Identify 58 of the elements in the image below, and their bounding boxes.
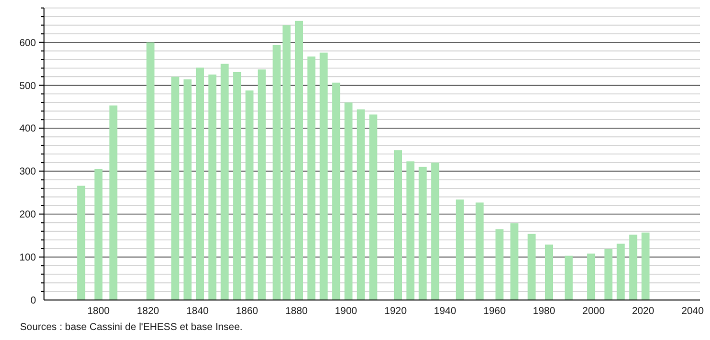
bar [109, 105, 118, 300]
y-tick-label: 400 [19, 124, 36, 135]
x-tick-label: 2040 [681, 306, 704, 317]
x-tick-label: 1840 [186, 306, 210, 317]
bar [587, 254, 596, 300]
bar [77, 186, 86, 300]
x-tick-label: 1940 [434, 306, 457, 317]
bar [94, 169, 102, 300]
bar [495, 229, 504, 300]
bar [406, 161, 414, 300]
bar [332, 82, 340, 300]
bar [294, 20, 303, 300]
bar [394, 150, 402, 300]
bar [272, 44, 281, 300]
bar [307, 56, 316, 300]
bar [369, 114, 378, 300]
bar [344, 102, 352, 300]
bar [356, 109, 365, 300]
bar [233, 72, 242, 300]
bar [320, 52, 328, 300]
bar [564, 256, 573, 300]
bar [544, 244, 553, 300]
x-tick-label: 1800 [87, 306, 110, 317]
bar [476, 202, 484, 300]
bar [456, 200, 464, 300]
bar [431, 162, 440, 300]
source-note: Sources : base Cassini de l'EHESS et base Insee. [20, 322, 243, 333]
x-tick-label: 1980 [532, 306, 556, 317]
bar [171, 76, 180, 300]
y-tick-label: 0 [30, 296, 36, 306]
x-tick-label: 1960 [483, 306, 506, 317]
y-tick-label: 500 [19, 80, 36, 92]
bar [258, 69, 266, 300]
x-tick-label: 2020 [632, 306, 655, 317]
x-tick-label: 2000 [582, 306, 606, 317]
bar [282, 25, 291, 300]
bar [208, 74, 216, 300]
bar [629, 234, 638, 300]
bar [616, 244, 625, 300]
bar [146, 42, 154, 300]
y-tick-label: 100 [19, 252, 36, 264]
bar [418, 166, 427, 300]
x-tick-label: 1820 [136, 306, 160, 317]
bar [642, 232, 650, 300]
x-tick-label: 1860 [236, 306, 259, 317]
x-tick-label: 1880 [285, 306, 308, 317]
bar [510, 223, 518, 300]
bar [245, 90, 254, 300]
x-tick-label: 1900 [334, 306, 358, 317]
y-tick-label: 200 [19, 210, 36, 221]
bar [604, 248, 612, 300]
bar [184, 79, 192, 300]
bar [196, 68, 204, 300]
y-tick-label: 300 [19, 166, 36, 178]
x-tick-label: 1920 [384, 306, 408, 317]
y-tick-label: 600 [19, 38, 36, 49]
bar [528, 234, 536, 300]
bar [220, 64, 229, 300]
